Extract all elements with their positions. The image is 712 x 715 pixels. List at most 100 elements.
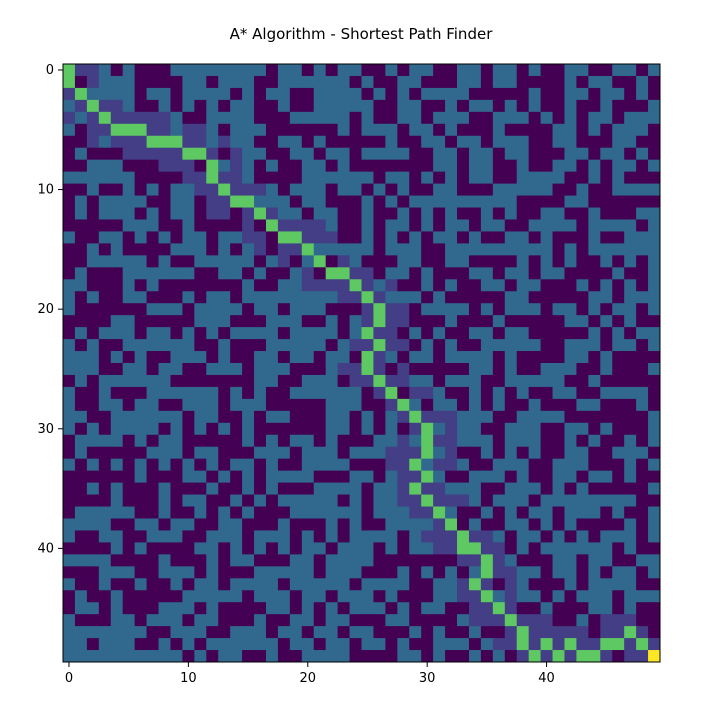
grid-cell-obstacle: [385, 87, 398, 101]
grid-cell-obstacle: [576, 255, 589, 268]
grid-cell-obstacle: [516, 64, 530, 77]
grid-cell-open: [492, 339, 506, 352]
grid-cell-open: [409, 99, 422, 113]
grid-cell-obstacle: [433, 351, 446, 364]
grid-cell-open: [516, 255, 530, 268]
grid-cell-open: [540, 219, 554, 232]
grid-cell-obstacle: [600, 446, 613, 460]
grid-cell-open: [86, 243, 100, 256]
grid-cell-open: [86, 422, 100, 436]
grid-cell-open: [265, 578, 279, 591]
grid-cell-obstacle: [158, 75, 171, 89]
x-tick-label: 0: [65, 671, 73, 686]
grid-cell-open: [170, 207, 183, 220]
grid-cell-obstacle: [254, 87, 267, 101]
grid-cell-open: [325, 482, 339, 496]
grid-cell-obstacle: [63, 255, 76, 268]
grid-cell-explored: [313, 219, 327, 232]
grid-cell-open: [516, 303, 530, 316]
grid-cell-open: [385, 494, 398, 508]
grid-cell-obstacle: [576, 434, 589, 448]
grid-cell-open: [134, 363, 148, 376]
grid-cell-open: [480, 207, 494, 220]
grid-cell-obstacle: [158, 470, 171, 484]
grid-cell-open: [588, 566, 601, 579]
grid-cell-open: [98, 578, 112, 591]
grid-cell-open: [230, 398, 243, 412]
grid-cell-open: [349, 566, 362, 579]
grid-cell-obstacle: [122, 482, 136, 496]
grid-cell-open: [301, 75, 315, 89]
grid-cell-obstacle: [588, 351, 601, 364]
grid-cell-open: [122, 506, 136, 519]
grid-cell-open: [421, 518, 434, 531]
grid-cell-obstacle: [98, 494, 112, 508]
grid-cell-open: [182, 87, 195, 101]
grid-cell-explored: [600, 650, 613, 663]
grid-cell-obstacle: [457, 506, 470, 519]
grid-cell-explored: [397, 363, 410, 376]
grid-cell-obstacle: [325, 303, 339, 316]
grid-cell-explored: [110, 111, 124, 125]
grid-cell-open: [230, 267, 243, 280]
grid-cell-obstacle: [433, 554, 446, 567]
grid-cell-path: [433, 506, 446, 519]
grid-cell-open: [492, 64, 506, 77]
grid-cell-open: [230, 64, 243, 77]
grid-cell-open: [265, 87, 279, 101]
grid-cell-obstacle: [277, 111, 291, 125]
grid-cell-open: [552, 482, 565, 496]
grid-cell-obstacle: [146, 291, 160, 304]
grid-cell-open: [74, 410, 88, 424]
grid-cell-open: [624, 530, 637, 543]
grid-cell-obstacle: [218, 458, 231, 472]
grid-cell-explored: [86, 135, 100, 149]
grid-cell-obstacle: [242, 446, 255, 460]
grid-cell-obstacle: [552, 614, 565, 627]
grid-cell-obstacle: [409, 183, 422, 197]
grid-cell-open: [612, 446, 625, 460]
grid-cell-open: [457, 458, 470, 472]
grid-cell-open: [624, 111, 637, 125]
grid-cell-obstacle: [433, 339, 446, 352]
grid-cell-obstacle: [492, 87, 506, 101]
grid-cell-open: [110, 494, 124, 508]
grid-cell-open: [373, 147, 386, 161]
grid-cell-obstacle: [600, 506, 613, 519]
grid-cell-explored: [636, 626, 649, 639]
grid-cell-path: [624, 626, 637, 639]
grid-cell-open: [504, 291, 518, 304]
grid-cell-path: [504, 614, 518, 627]
grid-cell-open: [158, 386, 171, 400]
grid-cell-obstacle: [552, 422, 565, 436]
grid-cell-open: [504, 135, 518, 149]
grid-cell-obstacle: [385, 207, 398, 220]
grid-cell-path: [421, 422, 434, 436]
grid-cell-open: [63, 339, 76, 352]
grid-cell-open: [349, 482, 362, 496]
grid-cell-open: [516, 434, 530, 448]
grid-cell-open: [289, 315, 303, 328]
grid-cell-open: [516, 530, 530, 543]
grid-cell-obstacle: [158, 291, 171, 304]
grid-cell-obstacle: [265, 398, 279, 412]
grid-cell-obstacle: [445, 267, 458, 280]
grid-cell-obstacle: [492, 626, 506, 639]
grid-cell-open: [206, 578, 219, 591]
grid-cell-obstacle: [122, 590, 136, 603]
grid-cell-obstacle: [636, 159, 649, 173]
grid-cell-open: [194, 351, 207, 364]
grid-cell-obstacle: [254, 75, 267, 89]
grid-cell-explored: [397, 482, 410, 496]
grid-cell-obstacle: [457, 267, 470, 280]
grid-cell-open: [337, 410, 351, 424]
grid-cell-explored: [337, 291, 351, 304]
grid-cell-obstacle: [86, 374, 100, 388]
grid-cell-obstacle: [457, 159, 470, 173]
grid-cell-open: [301, 506, 315, 519]
grid-cell-explored: [218, 135, 231, 149]
grid-cell-path: [457, 530, 470, 543]
grid-cell-open: [397, 566, 410, 579]
grid-cell-open: [265, 602, 279, 615]
grid-cell-obstacle: [516, 99, 530, 113]
